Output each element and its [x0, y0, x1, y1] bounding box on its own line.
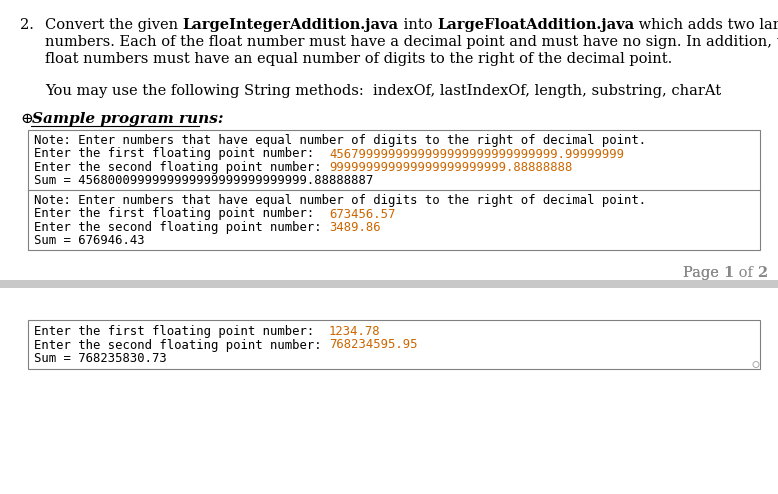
Text: which adds two large float: which adds two large float: [634, 18, 778, 32]
Text: You may use the following String methods:  indexOf, lastIndexOf, length, substri: You may use the following String methods…: [45, 84, 721, 98]
Text: Enter the second floating point number:: Enter the second floating point number:: [34, 221, 329, 234]
Text: Enter the first floating point number:: Enter the first floating point number:: [34, 325, 329, 338]
Text: 999999999999999999999999.88888888: 999999999999999999999999.88888888: [329, 161, 573, 174]
Text: Sum = 4568000999999999999999999999999.88888887: Sum = 4568000999999999999999999999999.88…: [34, 174, 373, 188]
Text: Sample program runs:: Sample program runs:: [32, 112, 223, 126]
Bar: [28, 320, 760, 369]
Text: Convert the given: Convert the given: [45, 18, 183, 32]
Text: 673456.57: 673456.57: [329, 207, 395, 220]
Text: Sum = 768235830.73: Sum = 768235830.73: [34, 352, 166, 365]
Text: Note: Enter numbers that have equal number of digits to the right of decimal poi: Note: Enter numbers that have equal numb…: [34, 194, 646, 207]
Bar: [0, 280, 778, 288]
Text: LargeFloatAddition.java: LargeFloatAddition.java: [437, 18, 634, 32]
Text: Note: Enter numbers that have equal number of digits to the right of decimal poi: Note: Enter numbers that have equal numb…: [34, 134, 646, 147]
Text: LargeIntegerAddition.java: LargeIntegerAddition.java: [183, 18, 399, 32]
Text: Sum = 676946.43: Sum = 676946.43: [34, 235, 145, 247]
Text: into: into: [399, 18, 437, 32]
Text: 768234595.95: 768234595.95: [329, 338, 418, 352]
Text: Enter the first floating point number:: Enter the first floating point number:: [34, 148, 329, 161]
Text: Enter the second floating point number:: Enter the second floating point number:: [34, 161, 329, 174]
Text: of: of: [734, 266, 757, 280]
Text: numbers. Each of the float number must have a decimal point and must have no sig: numbers. Each of the float number must h…: [45, 35, 778, 49]
Text: Enter the first floating point number:: Enter the first floating point number:: [34, 207, 329, 220]
Text: Enter the second floating point number:: Enter the second floating point number:: [34, 338, 329, 352]
Text: ⊕: ⊕: [20, 112, 33, 126]
Text: 3489.86: 3489.86: [329, 221, 380, 234]
Text: Page: Page: [683, 266, 724, 280]
Text: 4567999999999999999999999999999.99999999: 4567999999999999999999999999999.99999999: [329, 148, 624, 161]
Text: 2: 2: [757, 266, 768, 280]
Text: Page: Page: [683, 266, 724, 280]
Text: 1234.78: 1234.78: [329, 325, 380, 338]
Text: 2.: 2.: [20, 18, 34, 32]
Bar: [28, 130, 760, 250]
Text: 1: 1: [724, 266, 734, 280]
Text: float numbers must have an equal number of digits to the right of the decimal po: float numbers must have an equal number …: [45, 52, 672, 66]
